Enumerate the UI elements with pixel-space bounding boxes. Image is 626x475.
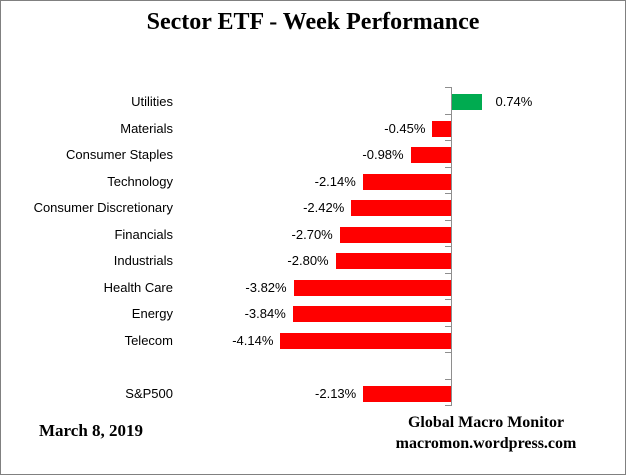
bar [280, 332, 451, 349]
footer-source: Global Macro Monitor macromon.wordpress.… [380, 412, 592, 454]
axis-tick [445, 113, 451, 115]
bar [335, 253, 451, 270]
value-label: -3.84% [244, 306, 286, 322]
category-label: Consumer Discretionary [33, 200, 173, 216]
axis-tick [445, 272, 451, 274]
category-label: Industrials [113, 253, 173, 269]
axis-tick [445, 166, 451, 168]
category-label: Health Care [103, 279, 173, 295]
axis-tick [445, 299, 451, 300]
value-label: -2.14% [314, 173, 356, 189]
category-label: Telecom [124, 332, 173, 348]
bar [339, 226, 451, 243]
bar [432, 120, 451, 137]
axis-tick [445, 352, 451, 353]
axis-tick [445, 87, 451, 88]
category-label: Technology [107, 173, 173, 189]
value-label: -2.80% [287, 253, 329, 269]
value-label: -0.98% [362, 147, 404, 163]
category-label: Financials [114, 226, 173, 242]
axis-tick [445, 246, 451, 247]
axis-tick [445, 219, 451, 221]
category-label: S&P500 [125, 385, 173, 401]
category-label: Consumer Staples [66, 147, 173, 163]
category-label: Energy [131, 306, 173, 322]
value-label: 0.74% [495, 94, 533, 110]
value-label: -2.42% [303, 200, 345, 216]
bar [452, 94, 483, 111]
footer-date: March 8, 2019 [39, 421, 144, 440]
category-label: Utilities [131, 94, 173, 110]
bar [363, 385, 451, 402]
value-label: -4.14% [232, 332, 274, 348]
bar [292, 306, 451, 323]
footer-source-url: macromon.wordpress.com [395, 435, 577, 452]
bar [410, 147, 451, 164]
axis-tick [445, 193, 451, 194]
axis-tick [445, 378, 451, 380]
chart-title: Sector ETF - Week Performance [146, 9, 480, 35]
value-label: -0.45% [384, 120, 426, 136]
y-axis-line [451, 87, 452, 406]
bar [351, 200, 451, 217]
axis-tick [445, 140, 451, 141]
value-label: -2.70% [291, 226, 333, 242]
footer-source-name: Global Macro Monitor [407, 414, 565, 431]
axis-tick [445, 325, 451, 327]
value-label: -3.82% [245, 279, 287, 295]
bar [362, 173, 451, 190]
category-label: Materials [120, 120, 173, 136]
value-label: -2.13% [315, 385, 357, 401]
bar [293, 279, 451, 296]
axis-tick [445, 405, 451, 406]
